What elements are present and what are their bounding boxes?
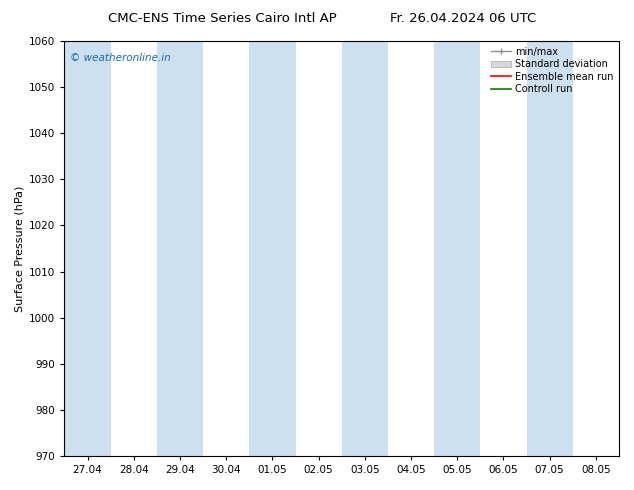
Y-axis label: Surface Pressure (hPa): Surface Pressure (hPa) bbox=[15, 185, 25, 312]
Legend: min/max, Standard deviation, Ensemble mean run, Controll run: min/max, Standard deviation, Ensemble me… bbox=[488, 44, 616, 97]
Bar bbox=[157, 41, 203, 456]
Text: Fr. 26.04.2024 06 UTC: Fr. 26.04.2024 06 UTC bbox=[390, 12, 536, 25]
Bar bbox=[249, 41, 295, 456]
Text: CMC-ENS Time Series Cairo Intl AP: CMC-ENS Time Series Cairo Intl AP bbox=[108, 12, 336, 25]
Bar bbox=[65, 41, 111, 456]
Bar bbox=[527, 41, 573, 456]
Bar bbox=[434, 41, 481, 456]
Bar bbox=[342, 41, 388, 456]
Text: © weatheronline.in: © weatheronline.in bbox=[70, 53, 171, 64]
